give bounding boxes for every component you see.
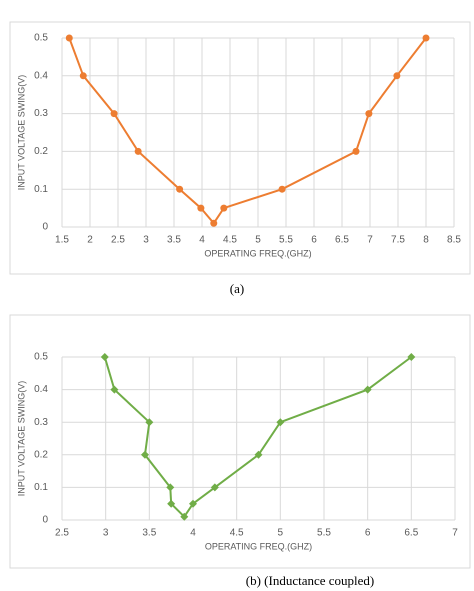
point — [189, 499, 197, 508]
point — [180, 512, 189, 521]
y-axis-label: INPUT VOLTAGE SWING(V) — [16, 381, 26, 497]
x-tick-label: 7.5 — [391, 235, 405, 246]
x-tick-label: 2.5 — [111, 235, 125, 246]
point — [65, 34, 73, 42]
x-tick-label: 4 — [190, 528, 196, 539]
point — [134, 147, 142, 155]
x-tick-label: 5 — [255, 235, 261, 246]
point — [365, 110, 373, 118]
x-tick-label: 2 — [87, 235, 93, 246]
x-tick-label: 4.5 — [230, 528, 244, 539]
x-tick-label: 3.5 — [142, 528, 156, 539]
x-tick-label: 5 — [278, 528, 284, 539]
point — [167, 499, 176, 508]
point — [210, 219, 218, 227]
point — [352, 147, 360, 155]
point — [220, 204, 228, 212]
y-tick-label: 0 — [42, 222, 48, 233]
point — [422, 34, 430, 42]
point — [407, 353, 416, 361]
point — [166, 483, 175, 492]
x-tick-label: 3 — [143, 235, 149, 246]
point — [210, 483, 219, 492]
x-tick-label: 3.5 — [167, 235, 181, 246]
y-tick-label: 0.3 — [34, 417, 48, 428]
x-tick-label: 5.5 — [317, 528, 331, 539]
x-tick-label: 7 — [367, 235, 373, 246]
chart-frame — [9, 21, 471, 275]
x-tick-label: 2.5 — [55, 528, 69, 539]
x-tick-label: 7 — [452, 528, 458, 539]
y-tick-label: 0.1 — [34, 184, 48, 195]
y-axis-label: INPUT VOLTAGE SWING(V) — [16, 75, 26, 191]
point — [79, 72, 87, 80]
x-tick-label: 6 — [311, 235, 317, 246]
point — [100, 353, 109, 361]
caption: (a) — [230, 281, 244, 296]
point — [145, 418, 154, 427]
point — [254, 450, 263, 459]
x-tick-label: 4 — [199, 235, 205, 246]
x-tick-label: 3 — [103, 528, 109, 539]
point — [110, 385, 119, 394]
y-tick-label: 0.4 — [34, 70, 48, 81]
series-line — [68, 37, 427, 225]
x-tick-label: 6 — [365, 528, 371, 539]
y-tick-label: 0.3 — [34, 108, 48, 119]
y-tick-label: 0.5 — [34, 352, 48, 363]
chart-frame — [9, 314, 471, 569]
x-tick-label: 6.5 — [335, 235, 349, 246]
x-tick-label: 8 — [423, 235, 429, 246]
point — [278, 185, 286, 193]
y-tick-label: 0.2 — [34, 146, 48, 157]
point — [176, 185, 184, 193]
x-tick-label: 5.5 — [279, 235, 293, 246]
x-tick-label: 8.5 — [447, 235, 461, 246]
point — [276, 418, 285, 427]
point — [197, 204, 205, 212]
x-axis-label: OPERATING FREQ.(GHZ) — [205, 541, 312, 551]
point — [393, 72, 401, 80]
point — [363, 385, 372, 394]
y-tick-label: 0.4 — [34, 384, 48, 395]
y-tick-label: 0.2 — [34, 449, 48, 460]
y-tick-label: 0.5 — [34, 33, 48, 44]
point — [140, 450, 149, 459]
x-tick-label: 6.5 — [404, 528, 418, 539]
series-line — [103, 356, 412, 519]
caption: (b) (Inductance coupled) — [246, 573, 375, 588]
point — [110, 110, 118, 118]
x-tick-label: 1.5 — [55, 235, 69, 246]
y-tick-label: 0.1 — [34, 482, 48, 493]
x-axis-label: OPERATING FREQ.(GHZ) — [204, 248, 311, 258]
x-tick-label: 4.5 — [223, 235, 237, 246]
y-tick-label: 0 — [42, 515, 48, 526]
